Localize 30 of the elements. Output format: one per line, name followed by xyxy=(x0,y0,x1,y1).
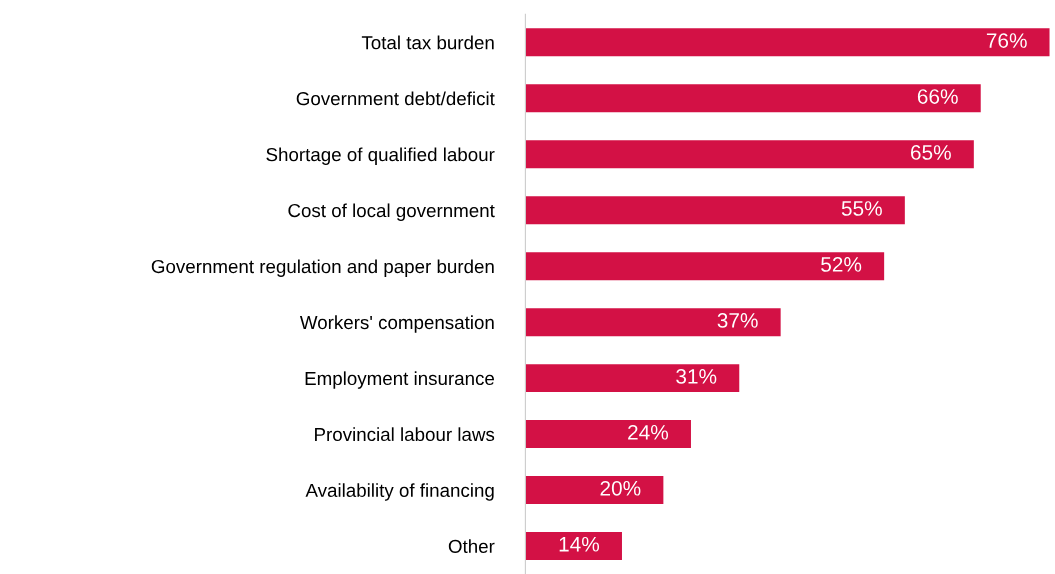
data-label: 20% xyxy=(600,480,641,496)
data-label: 52% xyxy=(821,257,862,272)
data-label: 76% xyxy=(986,33,1027,48)
bar xyxy=(525,196,905,225)
bar xyxy=(525,84,981,113)
data-label: 37% xyxy=(717,313,758,328)
bar xyxy=(525,532,622,561)
y-tick-label: Government debt/deficit xyxy=(296,91,495,106)
y-tick-label: Cost of local government xyxy=(288,203,495,221)
y-tick-label: Total tax burden xyxy=(361,35,494,50)
y-tick-label: Availability of financing xyxy=(305,483,494,501)
data-label: 65% xyxy=(911,145,951,160)
bar xyxy=(525,364,740,393)
y-tick-label: Employment insurance xyxy=(305,371,495,389)
bar xyxy=(525,476,664,505)
y-tick-label: Government regulation and paper burden xyxy=(151,259,494,277)
bar xyxy=(525,252,885,281)
data-label: 66% xyxy=(917,89,958,104)
bar xyxy=(525,140,974,169)
bar xyxy=(525,28,1050,57)
bar xyxy=(525,308,781,337)
y-tick-label: Workers' compensation xyxy=(299,315,494,333)
y-tick-label: Shortage of qualified labour xyxy=(266,147,495,165)
data-label: 31% xyxy=(676,368,717,384)
data-label: 24% xyxy=(628,424,669,440)
y-tick-label: Provincial labour laws xyxy=(315,427,495,442)
data-label: 55% xyxy=(841,201,882,216)
y-tick-label: Other xyxy=(448,539,495,553)
data-label: 14% xyxy=(559,536,600,552)
bar xyxy=(525,420,691,449)
